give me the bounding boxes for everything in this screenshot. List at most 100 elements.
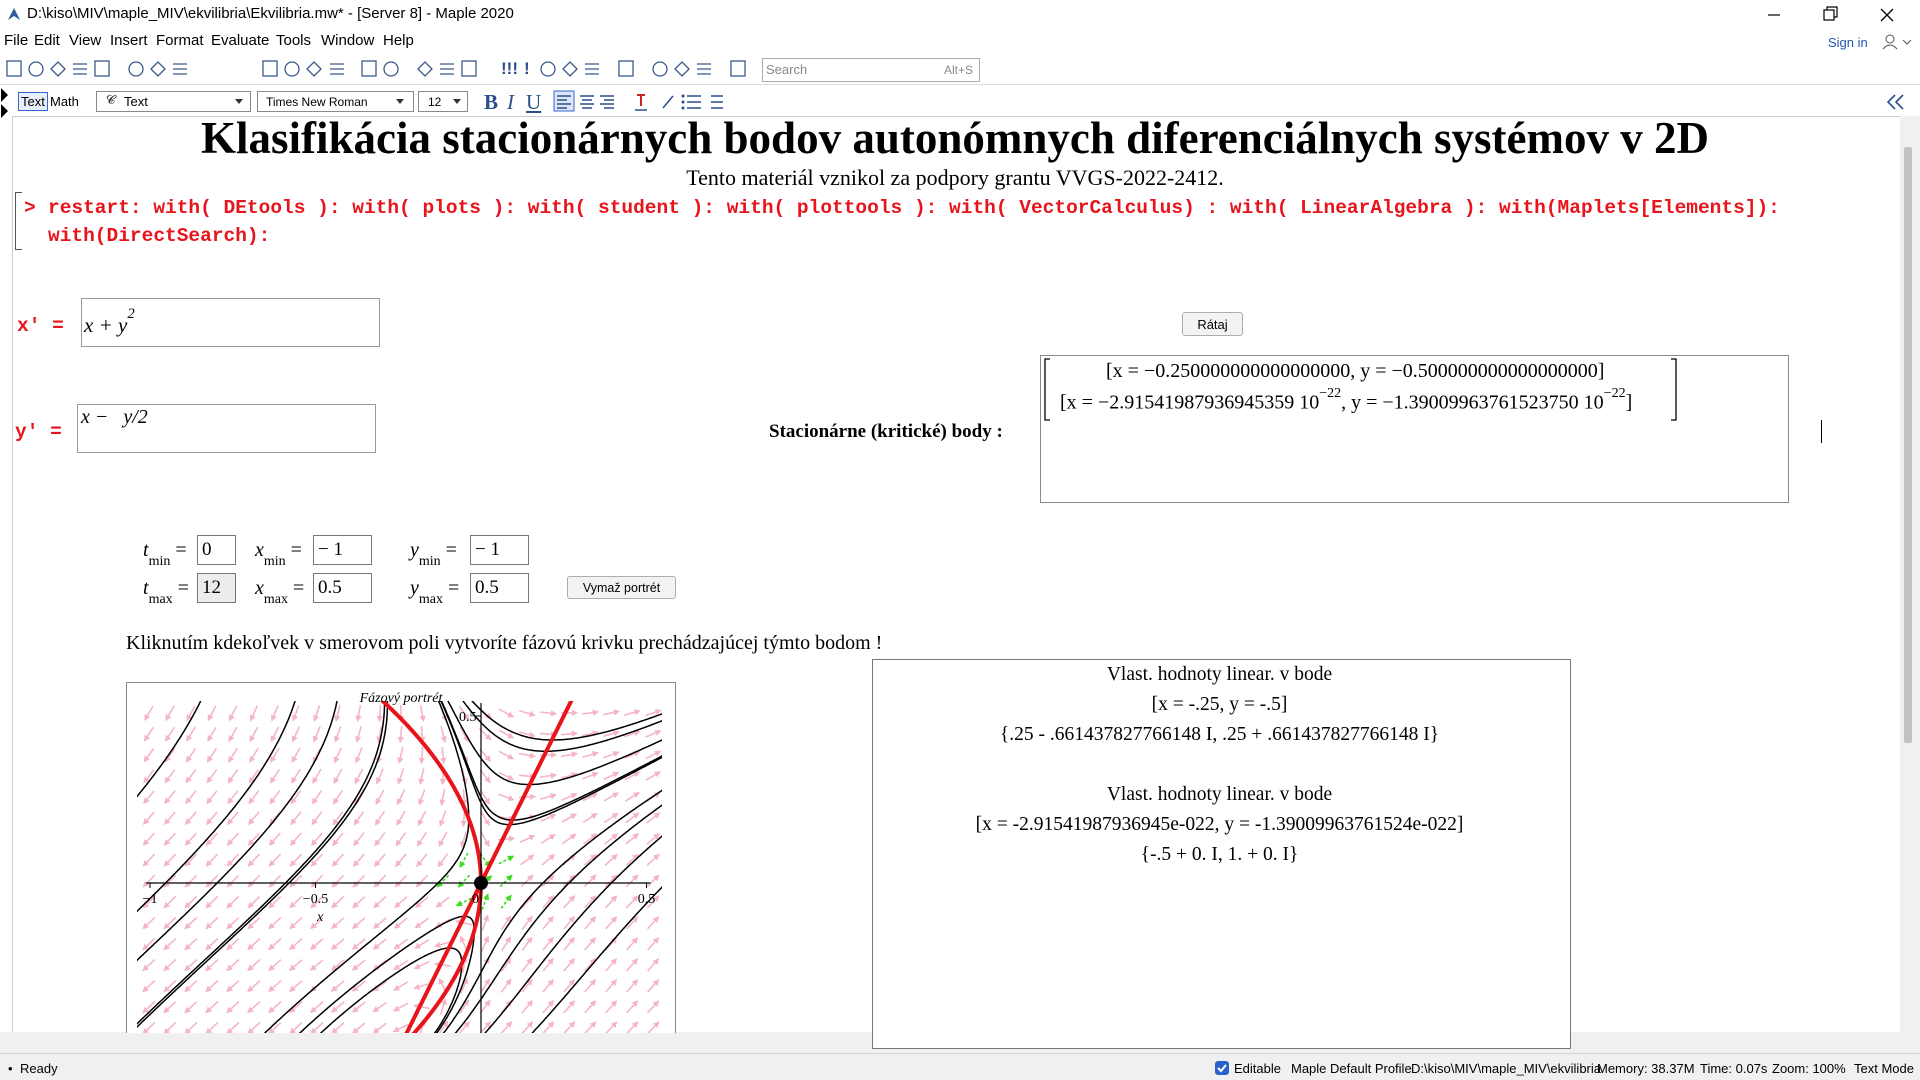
underline-button[interactable]: U: [526, 90, 542, 114]
param-var: y: [410, 577, 419, 599]
param-input[interactable]: − 1: [313, 535, 372, 565]
field-arrow: [228, 726, 238, 743]
trajectory: [137, 732, 383, 1025]
param-input[interactable]: − 1: [470, 535, 529, 565]
collapse-panel[interactable]: [1884, 92, 1908, 112]
direction-field: [142, 704, 662, 1033]
search-box[interactable]: [762, 58, 980, 82]
trajectory: [263, 1016, 283, 1033]
window-controls[interactable]: [1760, 4, 1910, 26]
param-label: tmax =: [143, 577, 189, 607]
field-arrow: [372, 1001, 387, 1013]
field-arrow: [184, 811, 197, 826]
field-arrow: [332, 832, 344, 847]
field-arrow: [226, 980, 240, 993]
field-arrow: [603, 750, 620, 759]
menu-item[interactable]: Format: [156, 32, 204, 49]
field-arrow: [205, 895, 219, 909]
toolbar-icon: [306, 61, 322, 77]
field-arrow: [206, 747, 218, 763]
menu-item[interactable]: Edit: [34, 32, 60, 49]
phase-portrait[interactable]: −1 −0.5 0.5 0 0.5 x Fázový portrét: [126, 682, 676, 1033]
trajectory: [447, 701, 548, 786]
field-arrow: [396, 810, 406, 826]
field-arrow: [415, 874, 429, 888]
trajectory: [484, 915, 581, 1033]
field-arrow: [227, 747, 238, 763]
field-arrow: [165, 705, 175, 722]
field-arrow: [205, 980, 219, 993]
field-arrow: [416, 831, 428, 847]
param-input[interactable]: 0.5: [313, 573, 372, 603]
scrollbar-thumb[interactable]: [1904, 147, 1912, 743]
field-arrow: [584, 936, 597, 951]
trajectory: [137, 915, 184, 962]
field-arrow: [144, 705, 154, 721]
bold-button[interactable]: B: [484, 90, 499, 114]
field-arrow: [227, 769, 239, 784]
param-input[interactable]: 0: [197, 535, 236, 565]
param-input[interactable]: 12: [197, 573, 236, 603]
icon-shape: [618, 60, 634, 77]
compute-button[interactable]: Rátaj: [1182, 312, 1243, 336]
field-arrow: [163, 874, 177, 888]
sign-in[interactable]: Sign in: [1828, 35, 1868, 50]
toolbar-icon: [330, 63, 344, 75]
clear-portrait-button[interactable]: Vymaž portrét: [567, 576, 676, 599]
menu-item[interactable]: View: [69, 32, 102, 49]
field-arrow: [521, 894, 534, 909]
field-arrow: [584, 916, 597, 930]
field-arrow: [624, 750, 641, 759]
editable-checkbox[interactable]: [1214, 1060, 1230, 1076]
menu-item[interactable]: File: [4, 32, 29, 49]
exponent: −22: [1319, 386, 1342, 401]
size-dropdown[interactable]: [418, 91, 468, 112]
field-arrow: [394, 874, 408, 888]
field-arrow: [247, 1001, 261, 1014]
stationary-row: [x = −0.250000000000000000, y = −0.50000…: [1106, 360, 1604, 383]
icon-shape: [383, 61, 399, 77]
execute-all[interactable]: !!!: [501, 59, 518, 78]
menu-item[interactable]: Help: [383, 32, 414, 49]
field-arrow: [646, 833, 661, 845]
menu-item[interactable]: Evaluate: [211, 32, 270, 49]
menu-item[interactable]: Tools: [276, 32, 312, 49]
italic-button[interactable]: I: [507, 90, 514, 114]
field-arrow: [373, 853, 386, 867]
x-expression-box[interactable]: [81, 298, 380, 347]
font-dropdown[interactable]: [257, 91, 414, 112]
y-expression-box[interactable]: [77, 404, 376, 453]
icon-shape: [6, 60, 22, 77]
math-mode[interactable]: Math: [50, 94, 79, 109]
field-arrow: [330, 938, 345, 951]
menu-item[interactable]: Insert: [110, 32, 148, 49]
style-dropdown[interactable]: [96, 91, 251, 112]
field-arrow: [414, 939, 430, 949]
field-arrow: [248, 790, 260, 805]
origin-label: 0: [472, 892, 479, 907]
menu-item[interactable]: Window: [321, 32, 375, 49]
execute[interactable]: !: [524, 59, 530, 78]
nullcline: [404, 701, 574, 1033]
field-arrow: [310, 874, 324, 888]
field-arrow: [289, 853, 303, 867]
field-arrow: [540, 793, 557, 800]
field-arrow: [604, 895, 618, 909]
field-arrow: [584, 957, 597, 972]
text-mode[interactable]: Text: [18, 92, 48, 111]
field-arrow: [163, 979, 177, 993]
param-input[interactable]: 0.5: [470, 573, 529, 603]
field-arrow: [563, 936, 575, 951]
field-arrow: [562, 833, 577, 845]
field-arrow: [354, 789, 364, 805]
field-arrow: [539, 710, 558, 717]
field-arrow: [434, 918, 451, 928]
field-arrow: [433, 961, 452, 968]
account-icon[interactable]: [1882, 33, 1914, 51]
field-arrow: [331, 1022, 345, 1033]
trajectory: [613, 756, 662, 784]
field-arrow: [604, 853, 618, 866]
field-arrow: [603, 771, 620, 781]
field-arrow: [226, 916, 240, 930]
field-arrow: [205, 832, 218, 846]
